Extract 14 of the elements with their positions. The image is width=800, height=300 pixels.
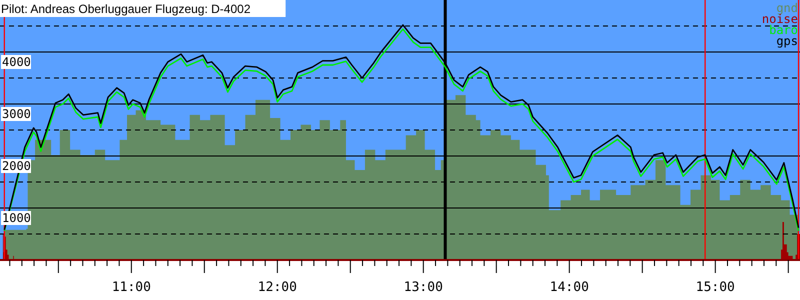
text: noise [762,12,798,26]
text: gnd [776,1,798,15]
y-tick-label: 2000 [2,159,31,173]
text: baro [769,23,798,37]
x-tick-label: 11:00 [112,280,151,295]
y-tick-label: 4000 [2,55,31,69]
x-tick-label: 14:00 [550,280,589,295]
text: gps [776,34,798,48]
y-tick-label: 1000 [2,211,31,225]
x-tick-label: 15:00 [696,280,735,295]
chart-title: Pilot: Andreas Oberluggauer Flugzeug: D-4002 [1,2,251,16]
x-tick-label: 13:00 [404,280,443,295]
y-tick-label: 3000 [2,107,31,121]
x-tick-label: 12:00 [258,280,297,295]
